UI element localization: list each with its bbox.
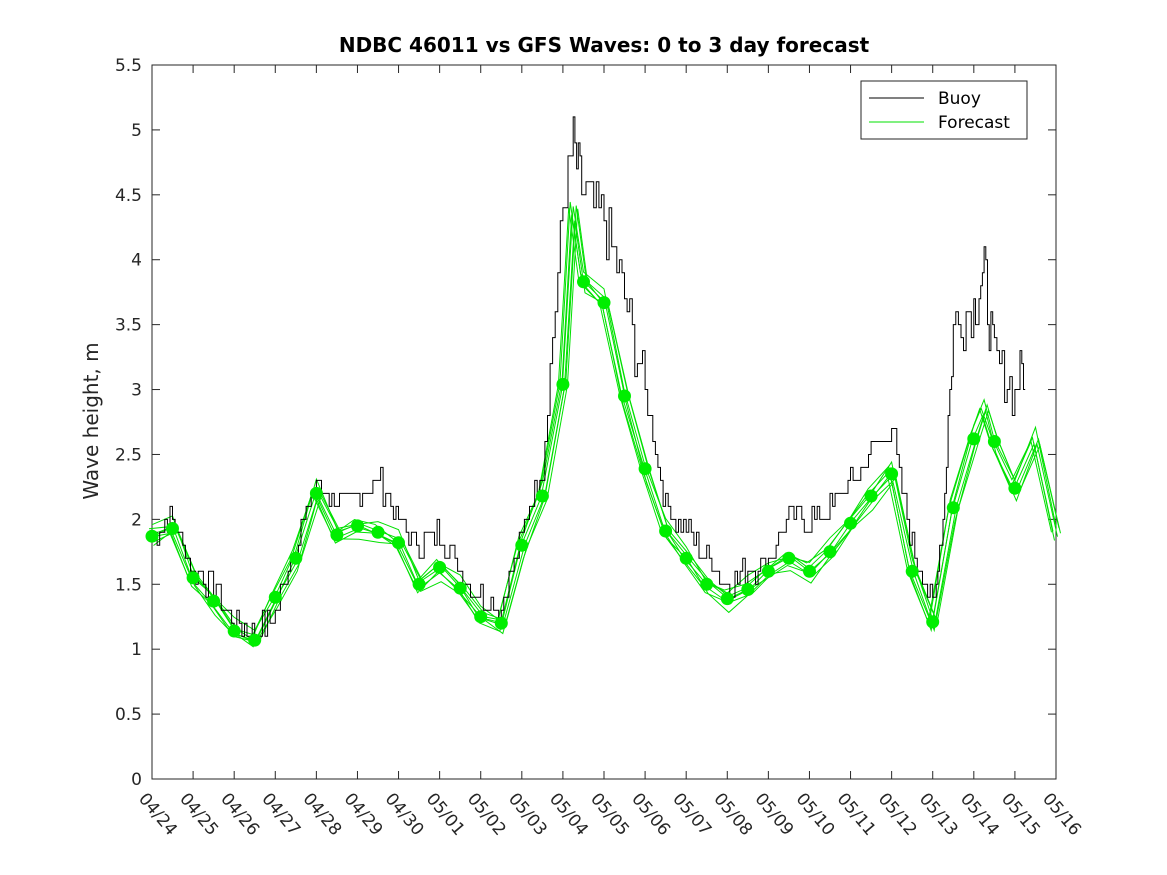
y-tick-label: 2.5 (115, 445, 142, 465)
forecast-marker (638, 462, 652, 476)
forecast-marker (659, 524, 673, 538)
forecast-marker (392, 536, 405, 550)
legend: Buoy Forecast (860, 80, 1028, 140)
forecast-marker (494, 616, 508, 630)
forecast-marker (227, 624, 241, 638)
forecast-marker (186, 571, 200, 585)
forecast-marker (844, 516, 857, 530)
y-tick-label: 4 (131, 251, 142, 271)
forecast-marker (248, 633, 262, 647)
forecast-marker (412, 577, 426, 591)
chart-title: NDBC 46011 vs GFS Waves: 0 to 3 day fore… (339, 33, 870, 57)
axes-box (151, 64, 1057, 780)
y-tick-label: 3.5 (115, 316, 142, 336)
legend-box (860, 80, 1028, 140)
forecast-marker (515, 538, 529, 552)
y-tick-label: 3 (131, 381, 142, 401)
forecast-marker (597, 296, 611, 310)
forecast-marker (268, 590, 282, 604)
forecast-marker (741, 583, 755, 596)
forecast-marker (556, 377, 570, 391)
y-tick-label: 5.5 (115, 56, 142, 76)
legend-buoy-label: Buoy (938, 89, 981, 109)
forecast-marker (433, 560, 447, 574)
legend-forecast-label: Forecast (938, 113, 1010, 133)
buoy-line (152, 116, 1026, 637)
forecast-marker (474, 610, 488, 624)
forecast-marker (803, 564, 816, 578)
forecast-marker (453, 581, 467, 595)
forecast-marker (946, 501, 960, 515)
forecast-marker (700, 577, 714, 591)
forecast-marker (330, 528, 344, 542)
forecast-marker (905, 564, 919, 578)
forecast-marker (535, 489, 549, 503)
forecast-marker (967, 432, 981, 446)
forecast-marker (987, 435, 1001, 448)
y-tick-label: 0.5 (115, 705, 142, 725)
y-tick-label: 5 (131, 121, 142, 141)
forecast-marker (166, 522, 179, 535)
forecast-marker (679, 551, 693, 565)
forecast-marker (309, 486, 323, 500)
forecast-markers (145, 275, 1022, 647)
forecast-marker (864, 489, 878, 503)
buoy-line-group (152, 116, 1026, 637)
forecast-marker (207, 594, 221, 608)
forecast-marker (926, 615, 940, 629)
forecast-marker (145, 529, 159, 543)
forecast-marker (720, 592, 734, 606)
y-axis-ticks: 0 0.5 1 1.5 2 2.5 3 3.5 4 4.5 5 5.5 (115, 56, 1056, 790)
forecast-marker (618, 389, 631, 403)
forecast-marker (885, 467, 899, 481)
forecast-marker (823, 545, 837, 559)
forecast-marker (1008, 481, 1022, 495)
forecast-marker (371, 525, 385, 539)
forecast-marker (577, 275, 590, 289)
forecast-marker (761, 564, 775, 578)
y-tick-label: 1 (131, 640, 142, 660)
forecast-marker (289, 551, 303, 565)
plot-area: 04/2404/2504/2604/2704/2804/2904/3005/01… (115, 56, 1085, 840)
y-axis-label: Wave height, m (79, 342, 103, 499)
forecast-marker (782, 551, 796, 565)
forecast-marker (351, 519, 364, 533)
y-tick-label: 1.5 (115, 575, 142, 595)
y-tick-label: 0 (131, 770, 142, 790)
y-tick-label: 2 (131, 510, 142, 530)
y-tick-label: 4.5 (115, 186, 142, 206)
